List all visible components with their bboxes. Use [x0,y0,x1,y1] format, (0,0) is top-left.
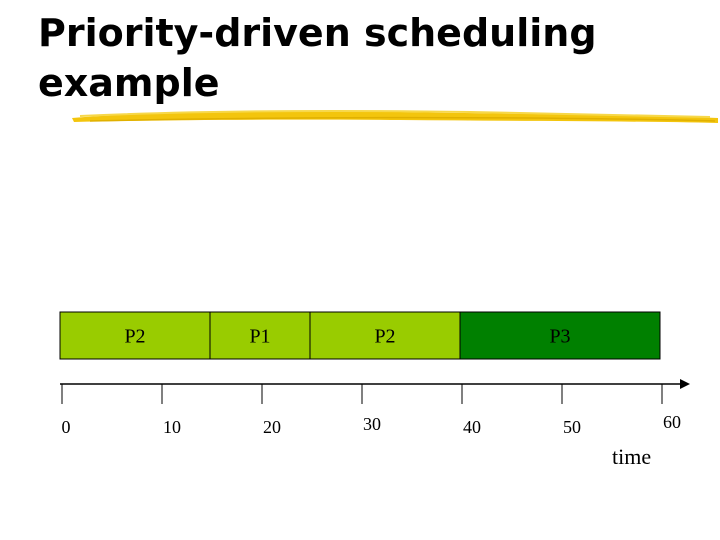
time-tick-label-50: 50 [563,417,581,437]
time-axis [60,379,690,389]
schedule-segment-label-3: P2 [374,326,395,348]
schedule-segment-p1-2 [209,311,311,360]
time-tick-label-60: 60 [663,412,681,432]
time-tick-label-20: 20 [263,417,281,437]
slide-title: Priority-driven scheduling example [38,8,597,108]
time-axis-ticks: 0 10 20 30 40 50 60 [61,384,681,437]
schedule-segment-label-2: P1 [249,326,270,348]
slide-title-line-2: example [38,61,220,105]
time-tick-label-0: 0 [62,417,71,437]
schedule-segment-p2-3 [309,311,461,360]
time-axis-arrowhead [680,379,690,389]
time-tick-label-40: 40 [463,417,481,437]
schedule-segment-label-4: P3 [549,326,570,348]
time-tick-label-30: 30 [363,414,381,434]
title-underline-brush-stroke [72,110,718,123]
schedule-segment-p3-4 [459,311,661,360]
schedule-segments: P2 P1 P2 P3 [59,311,661,360]
schedule-segment-label-1: P2 [124,326,145,348]
time-axis-label: time [612,444,651,469]
slide-title-line-1: Priority-driven scheduling [38,11,597,55]
time-tick-label-10: 10 [163,417,181,437]
